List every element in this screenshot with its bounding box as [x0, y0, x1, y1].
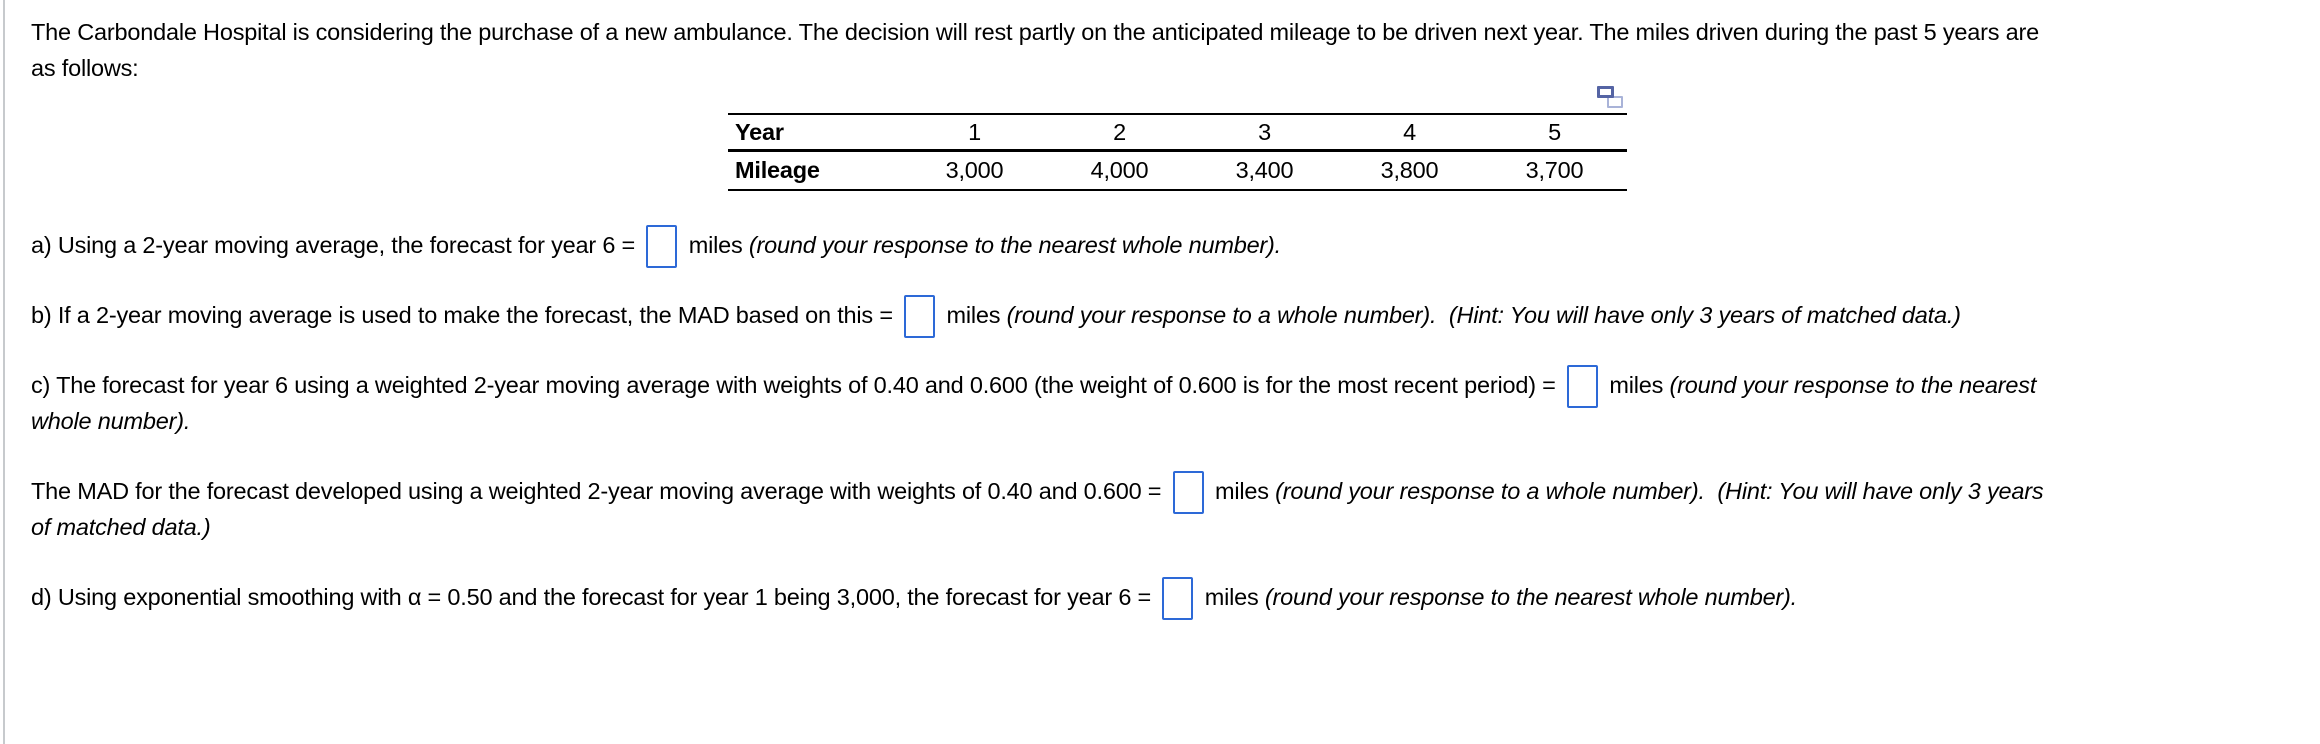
table-row-year: Year 1 2 3 4 5 [728, 114, 1627, 152]
question-text: b) If a 2-year moving average is used to… [31, 302, 900, 328]
question-text: miles [682, 232, 749, 258]
instruction-italic-text: whole number). [31, 408, 191, 434]
answer-input-box[interactable] [904, 295, 936, 339]
mileage-table-container: Year 1 2 3 4 5 Mileage 3,000 4,000 3,400… [728, 86, 1627, 191]
mileage-table: Year 1 2 3 4 5 Mileage 3,000 4,000 3,400… [728, 113, 1627, 191]
question-a: a) Using a 2-year moving average, the fo… [31, 225, 2316, 269]
question-b: b) If a 2-year moving average is used to… [31, 295, 2316, 339]
question-content-area: The Carbondale Hospital is considering t… [31, 14, 2316, 649]
answer-input-box[interactable] [1567, 365, 1599, 409]
popout-icon-back-rect [1607, 96, 1623, 108]
instruction-italic-text: of matched data.) [31, 514, 211, 540]
answer-input-box[interactable] [1172, 471, 1204, 515]
answer-input-box[interactable] [1162, 577, 1194, 621]
question-c-mad: The MAD for the forecast developed using… [31, 471, 2316, 545]
instruction-italic-text: (round your response to the nearest [1669, 372, 2037, 398]
mileage-cell: 4,000 [1090, 157, 1149, 183]
question-c: c) The forecast for year 6 using a weigh… [31, 365, 2316, 439]
problem-intro-text: The Carbondale Hospital is considering t… [31, 14, 2316, 86]
year-cell: 1 [902, 114, 1047, 152]
question-text: a) Using a 2-year moving average, the fo… [31, 232, 642, 258]
question-text: miles [940, 302, 1007, 328]
table-row-mileage: Mileage 3,000 4,000 3,400 3,800 3,700 [728, 151, 1627, 191]
year-cell: 3 [1192, 114, 1337, 152]
panel-left-border [3, 0, 5, 744]
question-text: miles [1198, 584, 1265, 610]
instruction-italic-text: (round your response to a whole number).… [1275, 478, 2044, 504]
mileage-row-label: Mileage [735, 157, 820, 183]
question-text: miles [1208, 478, 1276, 504]
question-text: d) Using exponential smoothing with α = … [31, 584, 1158, 610]
question-text: The MAD for the forecast developed using… [31, 478, 1168, 504]
year-cell: 2 [1047, 114, 1192, 152]
year-row-label: Year [728, 114, 902, 152]
instruction-italic-text: (round your response to the nearest whol… [1264, 584, 1798, 610]
mileage-cell: 3,400 [1235, 157, 1294, 183]
mileage-cell: 3,000 [945, 157, 1004, 183]
year-cell: 5 [1482, 114, 1627, 152]
instruction-italic-text: (round your response to a whole number).… [1006, 302, 1961, 328]
question-d: d) Using exponential smoothing with α = … [31, 577, 2316, 621]
popout-icon-front-rect [1597, 86, 1614, 98]
instruction-italic-text: (round your response to the nearest whol… [748, 232, 1282, 258]
mileage-cell: 3,700 [1525, 157, 1584, 183]
year-cell: 4 [1337, 114, 1482, 152]
popout-window-icon[interactable] [1597, 86, 1623, 108]
question-text: miles [1603, 372, 1670, 398]
question-text: as follows: [31, 55, 139, 81]
question-text: The Carbondale Hospital is considering t… [31, 19, 2039, 45]
question-text: c) The forecast for year 6 using a weigh… [31, 372, 1563, 398]
mileage-cell: 3,800 [1380, 157, 1439, 183]
answer-input-box[interactable] [646, 225, 678, 269]
